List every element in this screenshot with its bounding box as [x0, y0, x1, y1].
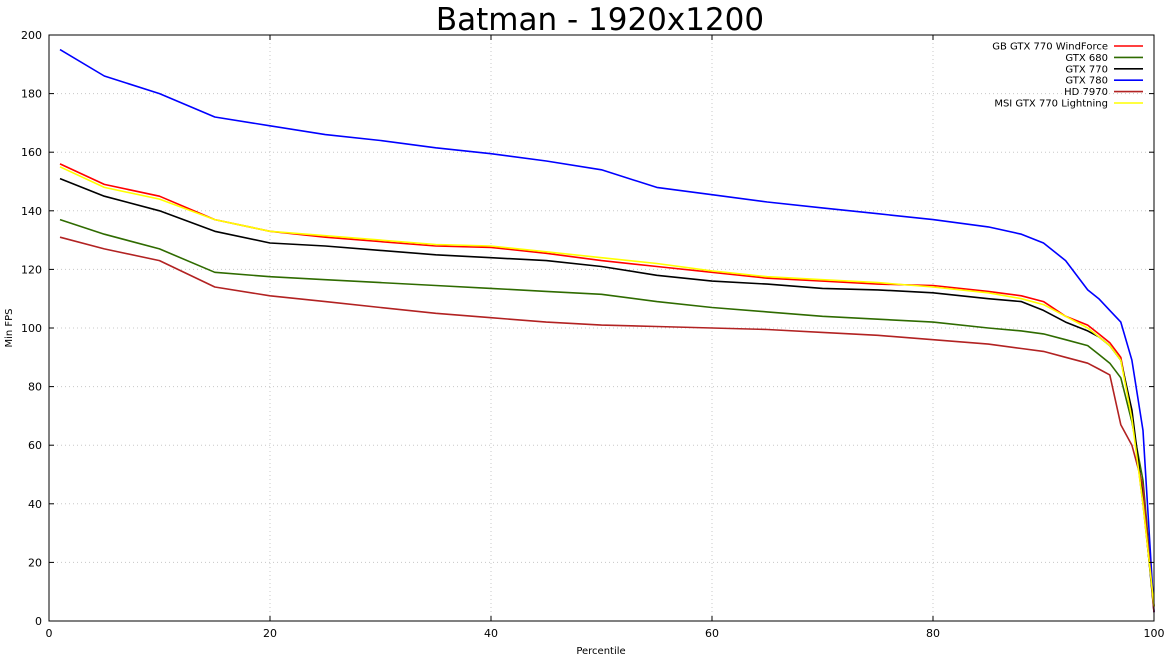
series-line-1: [59, 218, 1155, 607]
y-tick-label: 100: [21, 322, 42, 335]
y-axis-label: Min FPS: [4, 308, 15, 347]
tick-layer: 0 20 40 60 80 100 0 20 40 60 80 100 120 140 160 180 200: [21, 29, 1165, 640]
x-tick-label: 60: [705, 627, 719, 640]
y-tick-label: 80: [28, 381, 42, 394]
chart-title: Batman - 1920x1200: [436, 2, 764, 38]
x-axis-label: Percentile: [576, 646, 625, 657]
y-tick-label: 200: [21, 29, 42, 42]
y-tick-label: 20: [28, 556, 42, 569]
legend-entry-label: GTX 680: [1065, 53, 1108, 64]
y-tick-label: 40: [28, 498, 42, 511]
y-tick-label: 140: [21, 205, 42, 218]
series-line-3: [59, 48, 1155, 613]
legend-entry-label: MSI GTX 770 Lightning: [994, 99, 1108, 110]
series-line-0: [59, 163, 1155, 607]
series-line-4: [59, 236, 1155, 613]
y-tick-label: 60: [28, 439, 42, 452]
x-tick-label: 0: [46, 627, 53, 640]
legend-entry-label: HD 7970: [1064, 87, 1108, 98]
y-tick-label: 180: [21, 88, 42, 101]
x-tick-label: 80: [926, 627, 940, 640]
x-tick-label: 20: [263, 627, 277, 640]
legend-entry-label: GTX 780: [1065, 76, 1108, 87]
x-tick-label: 100: [1144, 627, 1165, 640]
legend-entry-label: GTX 770: [1065, 64, 1108, 75]
legend-entry-label: GB GTX 770 WindForce: [992, 42, 1108, 53]
series-layer: [59, 48, 1155, 613]
x-tick-label: 40: [484, 627, 498, 640]
series-line-5: [59, 166, 1155, 607]
y-tick-label: 0: [35, 615, 42, 628]
y-tick-label: 120: [21, 263, 42, 276]
series-line-2: [59, 177, 1155, 613]
y-tick-label: 160: [21, 146, 42, 159]
grid-layer: [49, 35, 1154, 621]
